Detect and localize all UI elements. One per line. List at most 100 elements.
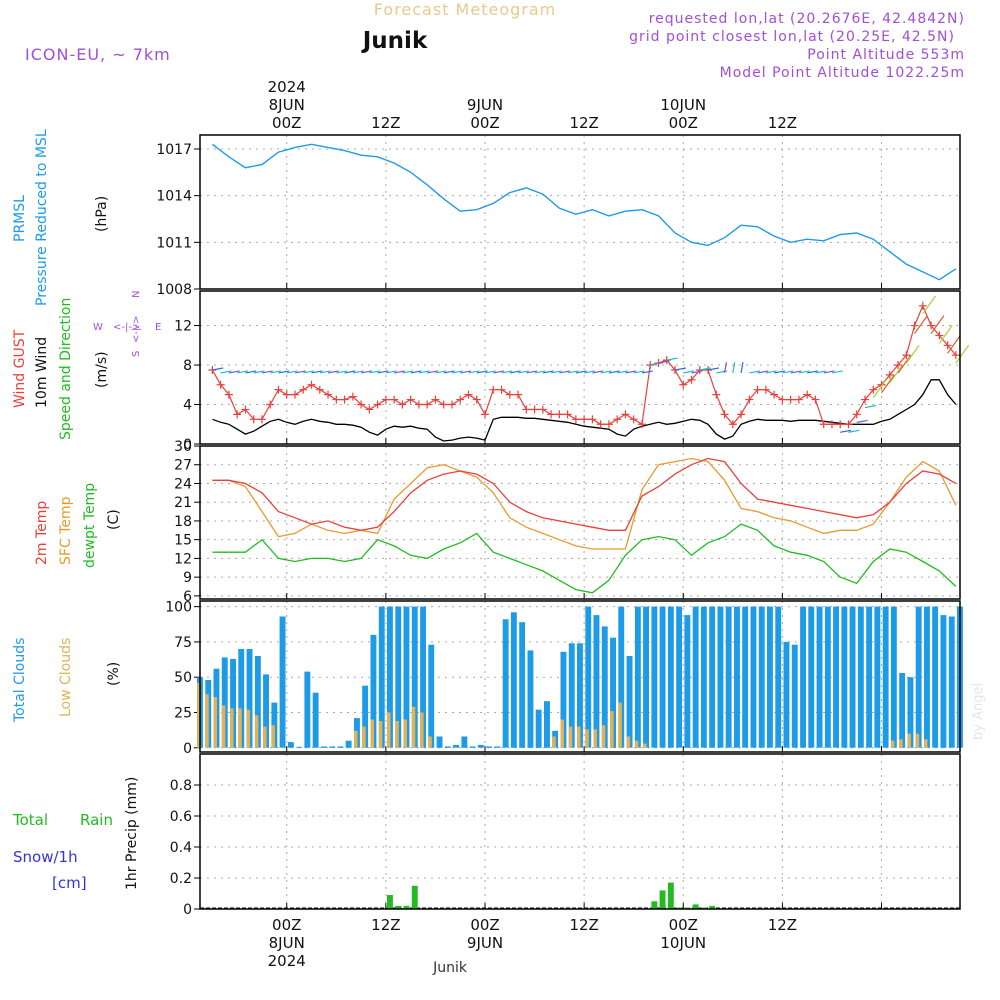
total-cloud-bar [230,658,236,748]
wind-arrow [625,370,637,374]
low-cloud-bar [428,736,432,748]
top-year-label: 2024 [268,78,306,96]
low-cloud-bar [577,726,581,748]
wind-arrow [212,367,224,371]
temp-unit: (C) [106,509,122,530]
wind-arrow [460,370,472,374]
wind-arrow [905,344,920,364]
wind-arrow [575,370,587,374]
wind-arrow [294,370,306,374]
wind-arrow [476,370,488,374]
total-cloud-bar [279,616,286,748]
total-cloud-bar [940,615,947,748]
low-cloud-bar [626,736,631,748]
total-cloud-bar [767,606,773,748]
ytick-label: 18 [174,514,192,530]
wind-arrow [749,370,761,374]
bottom-date-label: 10JUN [660,934,706,952]
gust-point [390,395,399,404]
ytick-label: 12 [174,551,192,567]
low-cloud-bar [924,739,928,748]
wind-arrow [327,370,339,374]
low-cloud-bar [568,726,573,748]
cloud-labels: Total Clouds Low Clouds (%) [12,638,122,723]
total-cloud-bar [345,740,352,748]
total-cloud-bar [857,606,864,748]
total-cloud-bar [370,634,377,748]
gust-point [555,410,564,419]
total-cloud-bar [337,746,344,748]
bottom-tick-label: 00Z [272,916,301,934]
ytick-label: 0 [183,741,192,757]
compass-w: W [93,322,103,333]
low-cloud-bar [907,733,911,748]
gust-point [852,410,861,419]
gust-point [464,390,473,399]
wind-arrow [641,370,653,374]
gust-point [257,415,266,424]
gust-point [439,400,448,409]
t2m-series [212,457,957,531]
gust-point [414,400,423,409]
rain-bar [411,885,418,910]
low-cloud-bar [387,712,391,748]
total-cloud-bar [510,612,517,748]
wind-arrow [303,370,315,374]
gust-point [249,415,258,424]
gust-point [877,380,886,389]
gust-point [811,395,820,404]
panel-frame [199,753,961,910]
gust-point [216,380,225,389]
low-cloud-bar [205,694,209,748]
wind-arrow [732,361,736,374]
gust-point [918,301,927,310]
total-cloud-bar [758,606,765,748]
dew-label: dewpt Temp [82,483,98,568]
total-cloud-bar [403,606,410,748]
pressure-unit: (hPa) [94,196,110,232]
bottom-date-label: 8JUN [269,934,305,952]
ytick-label: 0.6 [170,809,192,825]
gust-point [894,361,903,370]
wind-arrow [245,370,257,374]
wind-arrow [592,370,604,374]
wind-arrow [501,370,513,374]
gust-point [563,410,572,419]
wind-arrow [534,370,546,374]
total-cloud-bar [824,606,831,748]
wind-arrow [872,379,887,399]
total-cloud-bar [783,641,790,748]
location-title: Junik [361,28,428,54]
total-cloud-bar [395,606,402,748]
panel-frame [199,445,961,600]
gust-point [274,385,283,394]
total-cloud-bar [717,606,724,748]
low-cloud-bar [601,725,606,748]
total-cloud-bar [667,606,674,748]
total-cloud-bar [874,606,881,748]
wind-arrow [278,370,290,374]
total-cloud-bar [907,677,914,748]
bottom-tick-label: 12Z [371,916,400,934]
total-cloud-bar [254,656,261,748]
low-cloud-bar [246,709,251,748]
wind-arrow [790,370,802,374]
total-cloud-bar [544,701,550,748]
top-tick-label: 12Z [569,114,598,132]
total-cloud-bar [634,606,641,748]
total-cloud-bar [684,615,691,748]
model-altitude: Model Point Altitude 1022.25m [720,65,965,81]
dewpoint-series [212,523,957,594]
gust-point [728,420,737,429]
wind-arrow [427,370,439,374]
gust-point [538,405,547,414]
ytick-label: 6 [183,589,192,605]
gust-point [596,420,605,429]
wind-arrow [559,370,571,374]
model-label: ICON-EU, ~ 7km [25,45,171,64]
total-cloud-bar [304,671,311,748]
low-cloud-bar [370,719,374,748]
low-cloud-bar [395,721,399,748]
total-cloud-bar [626,656,633,748]
